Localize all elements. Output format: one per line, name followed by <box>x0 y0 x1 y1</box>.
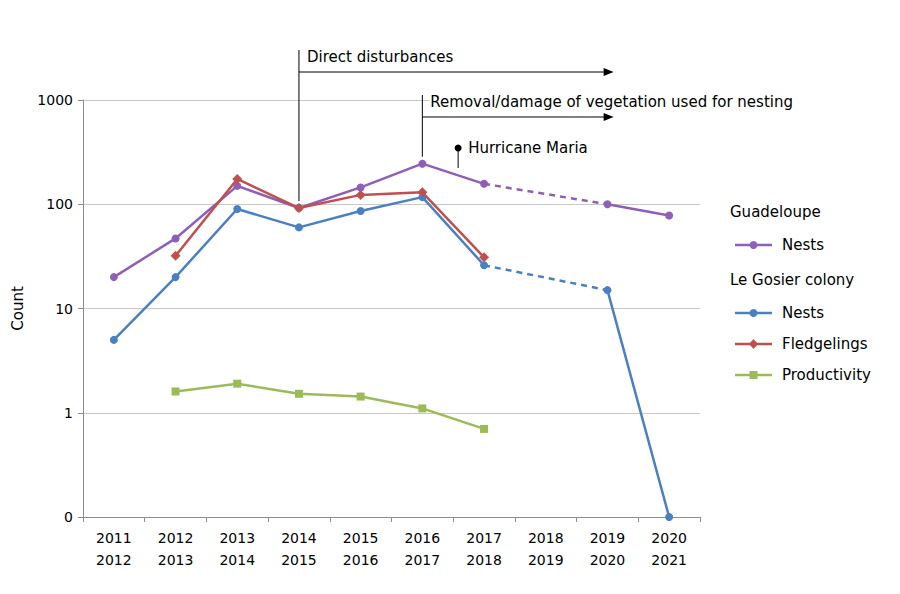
svg-text:2018: 2018 <box>528 530 564 546</box>
svg-text:2014: 2014 <box>219 552 255 568</box>
svg-text:2018: 2018 <box>466 552 502 568</box>
svg-text:Nests: Nests <box>782 304 824 322</box>
svg-text:2014: 2014 <box>281 530 317 546</box>
svg-text:1000: 1000 <box>37 92 73 108</box>
svg-text:2015: 2015 <box>343 530 379 546</box>
svg-text:2016: 2016 <box>405 530 441 546</box>
svg-text:2012: 2012 <box>158 530 194 546</box>
svg-text:Productivity: Productivity <box>782 366 871 384</box>
svg-text:2012: 2012 <box>96 552 132 568</box>
svg-text:Le Gosier colony: Le Gosier colony <box>730 271 854 289</box>
svg-text:10: 10 <box>55 301 73 317</box>
svg-text:2013: 2013 <box>219 530 255 546</box>
svg-text:2020: 2020 <box>590 552 626 568</box>
svg-text:Direct disturbances: Direct disturbances <box>307 48 453 66</box>
svg-text:1: 1 <box>64 405 73 421</box>
svg-text:Guadeloupe: Guadeloupe <box>730 203 821 221</box>
svg-text:2020: 2020 <box>651 530 687 546</box>
svg-text:Removal/damage of vegetation u: Removal/damage of vegetation used for ne… <box>430 93 793 111</box>
svg-text:2011: 2011 <box>96 530 132 546</box>
svg-text:Hurricane Maria: Hurricane Maria <box>468 139 588 157</box>
svg-text:2019: 2019 <box>590 530 626 546</box>
svg-text:Count: Count <box>9 286 27 331</box>
svg-text:2017: 2017 <box>405 552 441 568</box>
svg-text:2013: 2013 <box>158 552 194 568</box>
svg-text:2021: 2021 <box>651 552 687 568</box>
svg-text:Nests: Nests <box>782 236 824 254</box>
svg-text:2017: 2017 <box>466 530 502 546</box>
svg-text:100: 100 <box>46 196 73 212</box>
svg-text:Fledgelings: Fledgelings <box>782 335 868 353</box>
svg-text:2019: 2019 <box>528 552 564 568</box>
svg-text:2015: 2015 <box>281 552 317 568</box>
svg-text:2016: 2016 <box>343 552 379 568</box>
svg-text:0: 0 <box>64 509 73 525</box>
